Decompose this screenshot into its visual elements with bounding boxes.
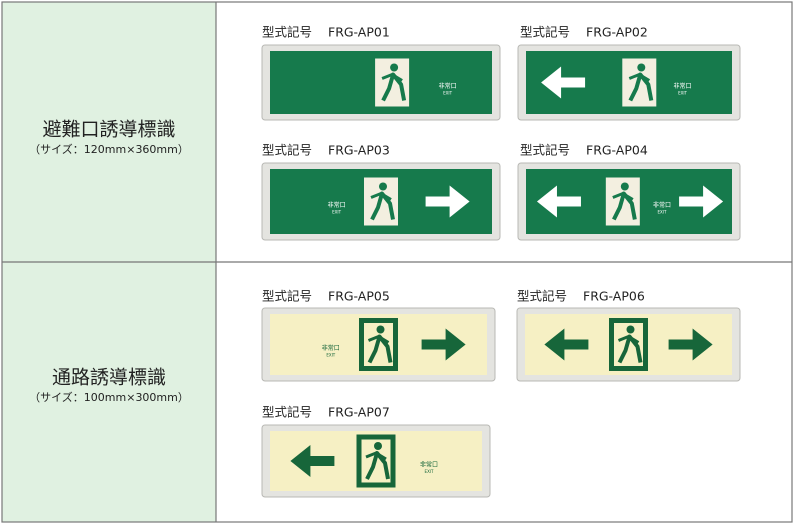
row-title: 通路誘導標識 — [52, 367, 166, 389]
sign-subtext: EXIT — [332, 210, 341, 215]
sign-subtext: EXIT — [658, 210, 667, 215]
man-arms — [365, 451, 387, 461]
sign-subtext: EXIT — [326, 353, 335, 358]
sign-text: 非常口 — [439, 82, 457, 90]
man-head — [637, 63, 646, 72]
model-number: FRG-AP06 — [583, 289, 645, 304]
model-label: 型式記号 — [262, 143, 312, 158]
sign-subtext: EXIT — [443, 91, 452, 96]
model-label: 型式記号 — [517, 289, 567, 304]
door — [359, 318, 398, 371]
model-label: 型式記号 — [262, 289, 312, 304]
man-head — [620, 182, 629, 191]
man-arms — [628, 72, 651, 82]
arrow — [536, 185, 581, 218]
man-arms — [367, 334, 390, 344]
sign-text: 非常口 — [328, 201, 346, 209]
model-label: 型式記号 — [262, 25, 312, 40]
model-label: 型式記号 — [262, 405, 312, 420]
man-head — [390, 63, 399, 72]
model-number: FRG-AP03 — [328, 143, 390, 158]
sign-text: 非常口 — [322, 344, 340, 352]
sign-text: 非常口 — [420, 461, 438, 469]
model-label: 型式記号 — [520, 25, 570, 40]
model-number: FRG-AP05 — [328, 289, 390, 304]
man-head — [379, 182, 387, 191]
model-number: FRG-AP01 — [328, 25, 390, 40]
arrow — [544, 328, 589, 361]
model-label: 型式記号 — [520, 143, 570, 158]
door — [356, 434, 396, 488]
arrow — [290, 445, 335, 477]
sign-subtext: EXIT — [425, 469, 434, 474]
man-head — [626, 325, 635, 334]
sign-text: 非常口 — [653, 201, 671, 209]
arrow — [421, 328, 466, 361]
row-size: （サイズ：120mm×360mm） — [29, 142, 189, 156]
row-size: （サイズ：100mm×300mm） — [29, 390, 189, 404]
man-arms — [617, 334, 640, 344]
man-arms — [370, 191, 392, 201]
sign-subtext: EXIT — [678, 91, 687, 96]
arrow — [679, 185, 724, 218]
man-arms — [612, 191, 634, 201]
man-head — [374, 442, 382, 450]
arrow — [668, 328, 713, 361]
model-number: FRG-AP04 — [586, 143, 648, 158]
sign-text: 非常口 — [674, 82, 692, 90]
sign — [516, 307, 741, 382]
door — [609, 318, 648, 371]
row-title: 避難口誘導標識 — [42, 119, 175, 141]
arrow — [541, 66, 586, 99]
man-head — [376, 325, 385, 334]
model-number: FRG-AP02 — [586, 25, 648, 40]
model-number: FRG-AP07 — [328, 405, 390, 420]
arrow — [425, 185, 470, 218]
man-arms — [381, 72, 403, 82]
